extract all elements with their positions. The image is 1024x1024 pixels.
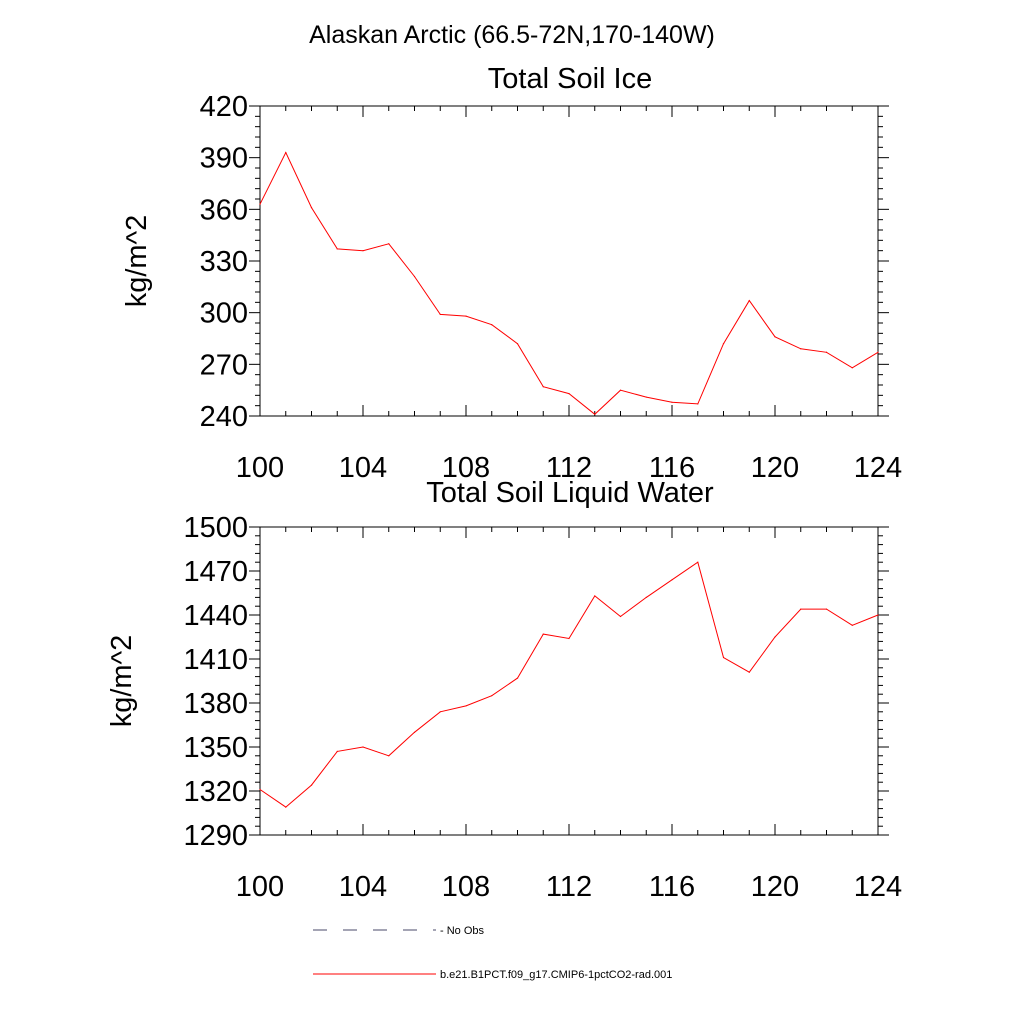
y-tick-label: 1350: [183, 732, 248, 764]
data-point: [671, 401, 673, 403]
y-tick-label: 1380: [183, 688, 248, 720]
data-point: [722, 656, 725, 659]
data-point: [362, 250, 364, 252]
x-tick-label: 124: [854, 871, 902, 903]
data-point: [259, 203, 261, 205]
data-point: [800, 348, 802, 350]
data-point: [619, 615, 622, 618]
data-point: [619, 389, 622, 391]
x-tick-label: 112: [546, 452, 592, 484]
data-point: [774, 636, 776, 638]
data-point: [594, 595, 596, 597]
x-tick-label: 100: [236, 871, 284, 903]
data-point: [748, 671, 750, 673]
data-point: [516, 677, 519, 679]
y-axis-label: kg/m^2: [121, 215, 153, 308]
data-point: [336, 750, 338, 753]
chart-panel-1: Total Soil Ice 100 104 108 112 116 120 124 240 27…: [121, 63, 902, 484]
data-point: [516, 343, 519, 345]
data-point: [697, 561, 699, 563]
chart-panels: Total Soil Ice 100 104 108 112 116 120 124 240 27…: [106, 63, 902, 903]
data-point: [542, 386, 544, 388]
y-axis-label: kg/m^2: [106, 635, 138, 728]
data-point: [800, 608, 802, 610]
y-tick-label: 1290: [183, 820, 248, 852]
y-tick-label: 1470: [183, 556, 248, 588]
data-point: [542, 633, 544, 635]
data-point: [491, 324, 493, 326]
data-point: [388, 243, 390, 245]
legend: - No Obs b.e21.B1PCT.f09_g17.CMIP6-1pctCO…: [313, 925, 672, 981]
data-point: [439, 313, 441, 315]
data-point: [568, 637, 570, 640]
data-point: [851, 367, 853, 369]
data-point: [285, 151, 287, 154]
data-point: [465, 315, 467, 317]
data-point: [310, 207, 313, 209]
data-point: [877, 351, 879, 353]
data-point: [413, 275, 416, 278]
x-tick-label: 120: [751, 452, 799, 484]
data-point: [594, 413, 596, 415]
data-point: [825, 351, 828, 353]
panel-title: Total Soil Liquid Water: [426, 477, 714, 509]
plot-frame: [259, 526, 879, 836]
series-line: [259, 561, 879, 808]
y-tick-label: 1320: [183, 776, 248, 808]
data-point: [362, 746, 364, 748]
x-tick-label: 116: [649, 452, 695, 484]
y-tick-label: 300: [200, 298, 248, 330]
data-point: [439, 711, 441, 713]
y-tick-label: 1410: [183, 644, 248, 676]
x-tick-label: 104: [339, 871, 387, 903]
data-point: [722, 343, 725, 345]
y-tick-label: 360: [200, 194, 248, 226]
data-point: [285, 806, 287, 808]
panel-title: Total Soil Ice: [488, 63, 652, 95]
plot-frame: [259, 105, 879, 417]
series-line: [259, 151, 879, 415]
x-tick-label: 116: [649, 871, 695, 903]
y-tick-label: 270: [200, 349, 248, 381]
y-tick-label: 420: [200, 91, 248, 123]
y-tick-label: 1500: [183, 512, 248, 544]
data-point: [413, 731, 416, 733]
legend-label-1: - No Obs: [440, 925, 485, 937]
data-point: [697, 403, 699, 405]
x-tick-label: 112: [546, 871, 592, 903]
legend-label-2: b.e21.B1PCT.f09_g17.CMIP6-1pctCO2-rad.00…: [440, 969, 672, 981]
x-tick-label: 100: [236, 452, 284, 484]
figure-title: Alaskan Arctic (66.5-72N,170-140W): [309, 21, 715, 49]
data-point: [774, 336, 776, 338]
data-point: [259, 788, 261, 791]
x-tick-label: 108: [442, 871, 490, 903]
x-tick-label: 124: [854, 452, 902, 484]
y-tick-label: 1440: [183, 600, 248, 632]
data-point: [851, 624, 853, 626]
data-point: [388, 755, 390, 757]
y-tick-label: 390: [200, 143, 248, 175]
x-tick-label: 120: [751, 871, 799, 903]
data-point: [336, 248, 338, 250]
data-point: [568, 393, 570, 395]
data-point: [645, 396, 647, 398]
data-point: [825, 608, 828, 610]
y-tick-label: 240: [200, 401, 248, 433]
data-point: [465, 705, 467, 707]
y-tick-label: 330: [200, 246, 248, 278]
x-tick-label: 104: [339, 452, 387, 484]
data-point: [748, 300, 750, 302]
x-tick-label: 108: [442, 452, 490, 484]
data-point: [491, 695, 493, 697]
data-point: [877, 614, 879, 616]
data-point: [671, 579, 673, 581]
data-point: [645, 596, 647, 599]
data-point: [310, 784, 313, 786]
chart-panel-2: Total Soil Liquid Water 100 104 108 112 116 12…: [106, 477, 902, 903]
